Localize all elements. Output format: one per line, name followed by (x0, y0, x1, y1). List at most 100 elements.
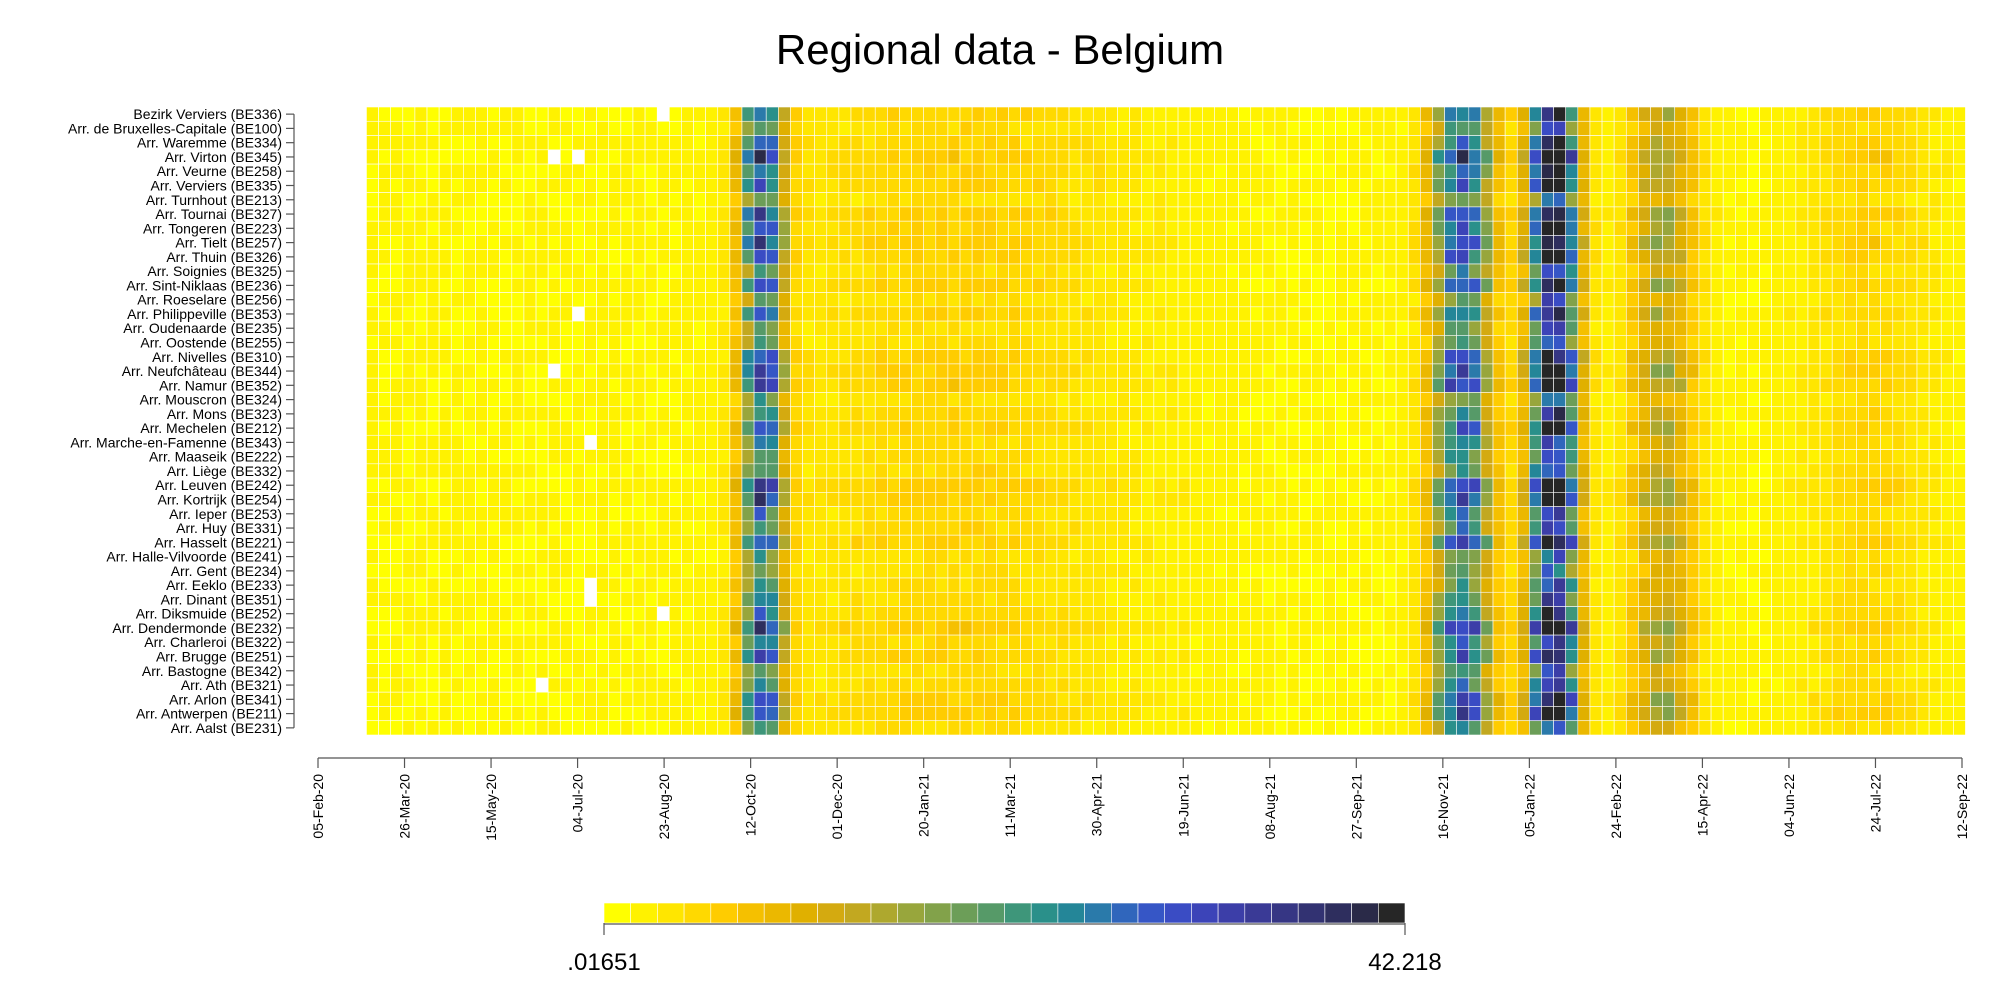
heatmap-cell (778, 120, 791, 136)
heatmap-cell (765, 277, 779, 293)
heatmap-cell (1928, 206, 1942, 222)
heatmap-cell (1625, 577, 1639, 593)
heatmap-cell (1759, 634, 1772, 650)
heatmap-cell (1674, 106, 1688, 122)
heatmap-cell (1214, 163, 1227, 179)
heatmap-cell (1480, 434, 1494, 450)
heatmap-cell (862, 292, 876, 308)
heatmap-cell (1492, 163, 1506, 179)
heatmap-cell (584, 563, 597, 579)
heatmap-cell (1928, 449, 1942, 465)
heatmap-cell (1795, 506, 1809, 522)
heatmap-cell (1916, 220, 1930, 236)
heatmap-cell (1262, 135, 1276, 151)
heatmap-cell (584, 420, 597, 436)
heatmap-cell (1117, 477, 1130, 493)
heatmap-cell (693, 449, 706, 465)
heatmap-cell (1807, 406, 1821, 422)
heatmap-cell (862, 377, 876, 393)
heatmap-cell (1080, 577, 1094, 593)
heatmap-cell (656, 634, 670, 650)
heatmap-cell (450, 463, 464, 479)
heatmap-cell (1092, 149, 1106, 165)
heatmap-cell (1747, 520, 1760, 536)
heatmap-cell (862, 320, 876, 336)
heatmap-cell (1468, 149, 1482, 165)
heatmap-cell (656, 363, 670, 379)
heatmap-cell (1722, 434, 1736, 450)
heatmap-cell (1771, 192, 1785, 208)
heatmap-cell (1044, 449, 1058, 465)
heatmap-cell (1383, 534, 1397, 550)
heatmap-cell (1625, 392, 1639, 408)
heatmap-cell (620, 392, 634, 408)
heatmap-cell (1323, 163, 1336, 179)
heatmap-cell (1747, 477, 1760, 493)
heatmap-cell (1444, 149, 1457, 165)
heatmap-cell (1892, 149, 1906, 165)
heatmap-cell (1214, 149, 1227, 165)
heatmap-cell (668, 135, 682, 151)
heatmap-cell (1686, 349, 1700, 365)
heatmap-cell (923, 377, 937, 393)
heatmap-cell (1698, 449, 1712, 465)
heatmap-cell (838, 235, 852, 251)
heatmap-cell (572, 335, 585, 350)
heatmap-cell (1274, 477, 1288, 493)
heatmap-cell (1117, 135, 1130, 151)
heatmap-cell (1262, 549, 1276, 565)
heatmap-cell (511, 249, 525, 265)
heatmap-cell (1214, 120, 1227, 136)
heatmap-cell (741, 506, 755, 522)
heatmap-cell (511, 306, 525, 322)
heatmap-cell (1262, 492, 1276, 507)
heatmap-cell (1359, 349, 1373, 365)
heatmap-cell (1189, 606, 1203, 622)
heatmap-cell (1032, 335, 1046, 350)
heatmap-cell (620, 120, 634, 136)
heatmap-cell (1904, 449, 1918, 465)
heatmap-cell (1444, 135, 1457, 151)
heatmap-cell (1395, 449, 1409, 465)
heatmap-cell (1456, 506, 1470, 522)
heatmap-cell (1892, 534, 1906, 550)
heatmap-cell (644, 320, 658, 336)
heatmap-cell (608, 206, 622, 222)
heatmap-cell (1577, 634, 1591, 650)
heatmap-cell (1456, 263, 1470, 279)
heatmap-cell (1080, 534, 1094, 550)
heatmap-cell (1516, 606, 1530, 622)
heatmap-cell (1274, 220, 1288, 236)
heatmap-cell (366, 520, 379, 536)
heatmap-cell (1504, 492, 1518, 507)
heatmap-cell (1250, 392, 1264, 408)
heatmap-cell (1056, 163, 1070, 179)
heatmap-cell (1771, 249, 1785, 265)
heatmap-cell (681, 292, 694, 308)
heatmap-cell (463, 163, 476, 179)
heatmap-cell (1395, 591, 1409, 607)
heatmap-cell (862, 506, 876, 522)
heatmap-cell (1129, 235, 1143, 251)
heatmap-cell (1080, 620, 1094, 636)
heatmap-cell (753, 292, 767, 308)
heatmap-cell (523, 149, 537, 165)
heatmap-cell (1795, 449, 1809, 465)
heatmap-cell (1262, 392, 1276, 408)
heatmap-cell (511, 534, 525, 550)
heatmap-cell (1710, 534, 1724, 550)
heatmap-cell (971, 634, 985, 650)
heatmap-cell (1928, 520, 1942, 536)
heatmap-cell (1298, 263, 1312, 279)
heatmap-cell (1771, 263, 1785, 279)
heatmap-cell (1153, 434, 1167, 450)
heatmap-cell (1916, 178, 1930, 193)
heatmap-cell (814, 292, 828, 308)
heatmap-cell (1565, 520, 1579, 536)
heatmap-cell (729, 292, 743, 308)
heatmap-cell (1686, 506, 1700, 522)
heatmap-cell (862, 249, 876, 265)
heatmap-cell (1456, 349, 1470, 365)
heatmap-cell (802, 634, 815, 650)
heatmap-cell (1359, 206, 1373, 222)
